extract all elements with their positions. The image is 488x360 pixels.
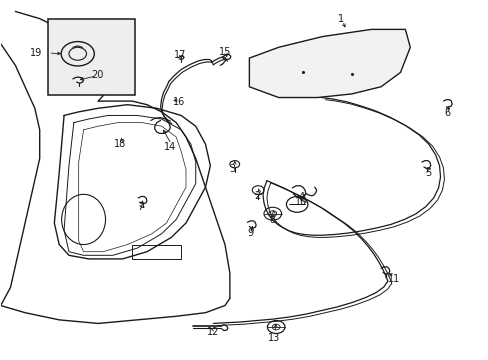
Text: 19: 19: [30, 48, 42, 58]
Text: 3: 3: [229, 164, 235, 174]
Text: 6: 6: [444, 108, 449, 118]
Text: 5: 5: [424, 168, 430, 178]
Text: 18: 18: [113, 139, 125, 149]
Text: 15: 15: [218, 46, 231, 57]
Bar: [48, 19, 135, 95]
Text: 11: 11: [387, 274, 399, 284]
Polygon shape: [249, 30, 409, 98]
Text: 4: 4: [298, 192, 305, 202]
Text: 13: 13: [267, 333, 279, 343]
Text: 20: 20: [91, 70, 103, 80]
Text: 12: 12: [206, 327, 219, 337]
Text: 7: 7: [137, 202, 143, 212]
Text: 14: 14: [164, 142, 176, 152]
Text: 17: 17: [174, 50, 186, 60]
Text: 8: 8: [269, 215, 275, 225]
Text: 16: 16: [173, 97, 185, 107]
Bar: [132, 244, 181, 259]
Text: 2: 2: [254, 191, 260, 201]
Text: 9: 9: [247, 228, 253, 238]
Text: 10: 10: [294, 197, 306, 207]
Text: 1: 1: [337, 14, 344, 24]
